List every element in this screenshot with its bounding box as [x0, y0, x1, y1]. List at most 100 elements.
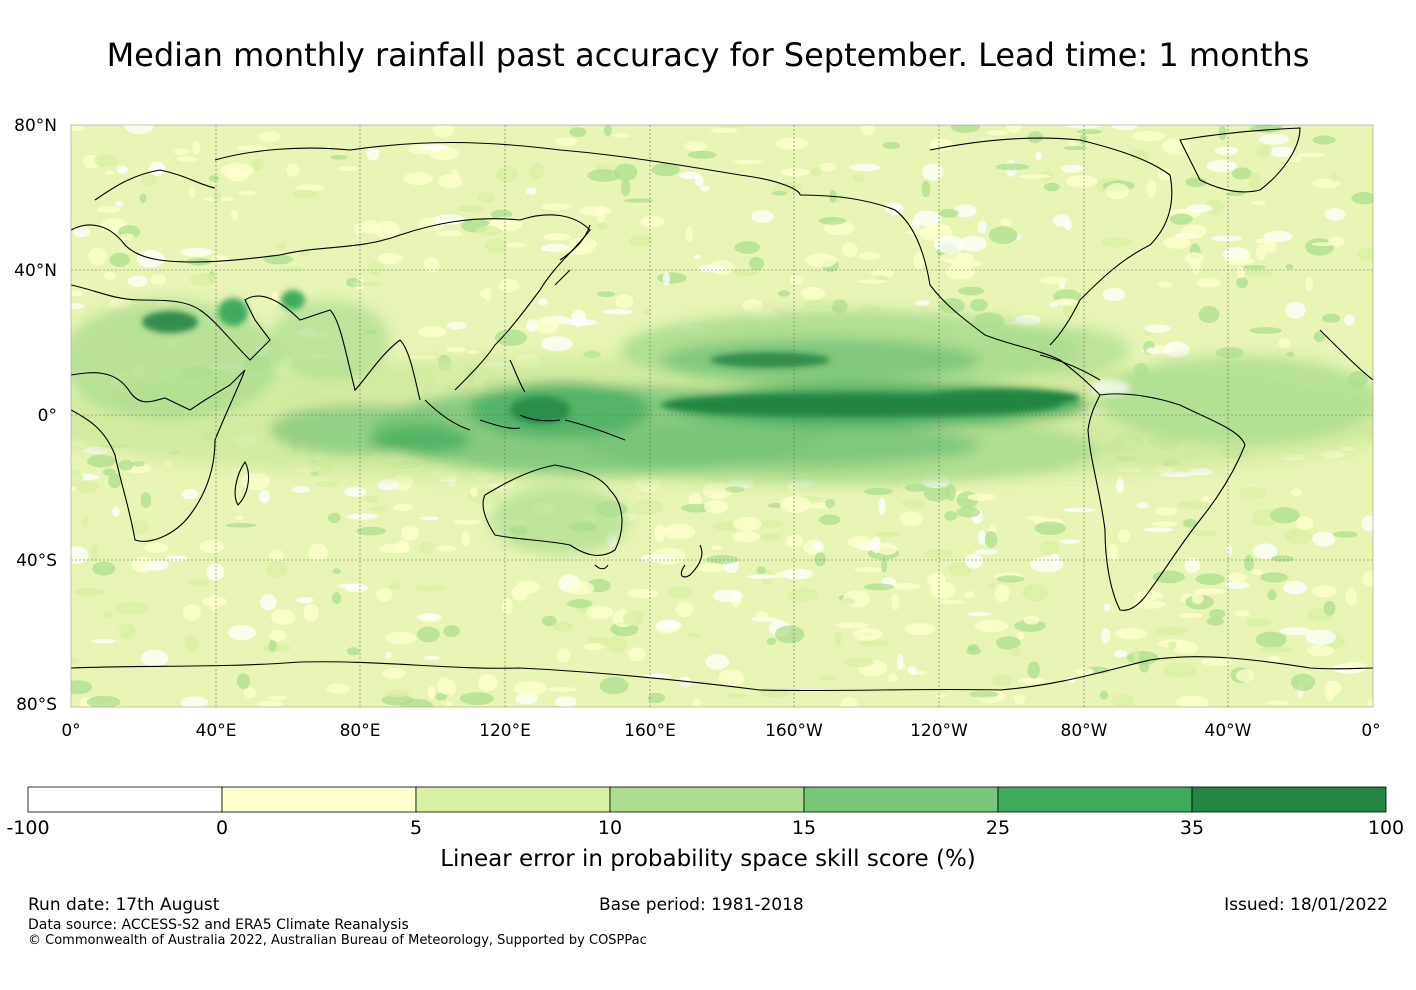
skill-speckle — [840, 696, 858, 707]
skill-speckle — [775, 137, 808, 150]
skill-speckle — [586, 605, 614, 620]
skill-speckle — [834, 632, 842, 647]
skill-speckle — [542, 203, 572, 211]
skill-speckle — [913, 252, 925, 270]
skill-speckle — [1113, 650, 1128, 658]
skill-speckle — [681, 503, 712, 513]
skill-speckle — [1103, 603, 1111, 612]
map-frame — [70, 124, 1374, 708]
skill-speckle — [71, 680, 93, 695]
skill-speckle — [453, 519, 482, 525]
skill-speckle — [1105, 183, 1130, 200]
skill-speckle — [367, 262, 385, 276]
skill-speckle — [268, 695, 288, 701]
skill-speckle — [419, 516, 439, 521]
skill-speckle — [901, 499, 925, 509]
skill-speckle — [705, 555, 739, 564]
skill-speckle — [1260, 646, 1295, 652]
skill-speckle — [1146, 347, 1158, 355]
skill-speckle — [713, 589, 743, 603]
skill-speckle — [1291, 673, 1315, 691]
skill-speckle — [974, 619, 1009, 633]
skill-speckle — [269, 549, 284, 561]
skill-speckle — [337, 583, 361, 589]
skill-speckle — [457, 205, 483, 213]
skill-speckle — [958, 286, 985, 296]
skill-speckle — [956, 506, 980, 518]
skill-speckle — [438, 173, 463, 189]
skill-speckle — [614, 163, 638, 181]
skill-cores — [142, 290, 1130, 424]
skill-speckle — [858, 252, 881, 260]
skill-speckle — [844, 657, 874, 668]
skill-speckle — [805, 253, 837, 268]
skill-speckle — [1077, 129, 1102, 135]
skill-speckle — [1312, 531, 1335, 547]
skill-speckle — [1169, 213, 1193, 225]
skill-speckle — [965, 553, 983, 569]
skill-speckle — [1065, 175, 1099, 188]
skill-speckle — [935, 599, 965, 605]
coastlines — [71, 127, 1373, 692]
skill-speckle — [303, 603, 319, 622]
skill-speckle — [819, 162, 837, 172]
skill-speckle — [683, 141, 707, 152]
skill-speckle — [436, 545, 457, 552]
skill-speckle — [1244, 269, 1273, 277]
skill-speckle — [173, 148, 190, 155]
skill-speckle — [378, 252, 403, 265]
skill-speckle — [1205, 199, 1225, 216]
skill-speckle — [760, 532, 781, 541]
skill-speckle — [1022, 584, 1048, 602]
skill-speckle — [82, 516, 89, 527]
skill-speckle — [819, 514, 841, 525]
skill-speckle — [904, 623, 936, 636]
skill-speckle — [705, 653, 730, 670]
skill-speckle — [259, 489, 271, 504]
skill-speckle — [621, 179, 631, 197]
skill-speckle — [1134, 590, 1164, 601]
skill-speckle — [423, 655, 440, 660]
skill-speckle — [774, 571, 784, 579]
skill-speckle — [307, 543, 329, 562]
skill-speckle — [969, 691, 999, 698]
lon-label: 160°W — [765, 721, 823, 741]
skill-speckle — [950, 125, 981, 133]
skill-speckle — [777, 290, 791, 297]
skill-speckle — [296, 184, 325, 191]
skill-speckle — [991, 674, 1013, 687]
skill-speckle — [271, 609, 296, 625]
skill-speckle — [948, 561, 972, 577]
skill-speckle — [1196, 277, 1222, 288]
skill-speckle — [387, 582, 402, 590]
skill-speckle — [873, 531, 900, 537]
skill-speckle — [1008, 647, 1022, 657]
latitude-labels: 80°N 40°N 0° 40°S 80°S — [14, 116, 57, 715]
skill-speckle — [939, 208, 959, 218]
skill-speckle — [71, 546, 89, 564]
skill-speckle — [1018, 677, 1046, 685]
skill-speckle — [878, 497, 886, 516]
lon-label: 160°E — [624, 721, 676, 741]
skill-speckle — [555, 137, 578, 147]
skill-speckle — [1345, 588, 1357, 606]
skill-speckle — [403, 172, 434, 186]
skill-speckle — [882, 141, 901, 149]
skill-speckle — [1234, 610, 1250, 617]
skill-speckle — [818, 216, 847, 225]
skill-speckle — [1313, 331, 1325, 343]
skill-speckle — [1184, 557, 1201, 574]
skill-speckle — [385, 631, 416, 645]
skill-speckle — [1256, 145, 1272, 158]
skill-speckle — [338, 165, 358, 172]
skill-speckle — [926, 223, 950, 231]
skill-speckle — [1236, 277, 1248, 289]
skill-speckle — [934, 693, 947, 698]
skill-speckle — [685, 226, 693, 243]
skill-speckle — [831, 299, 848, 314]
skill-speckle — [280, 266, 305, 273]
skill-speckle — [1244, 554, 1254, 572]
issued-date: Issued: 18/01/2022 — [1224, 895, 1388, 915]
skill-speckle — [840, 597, 856, 605]
skill-speckle — [675, 601, 694, 618]
